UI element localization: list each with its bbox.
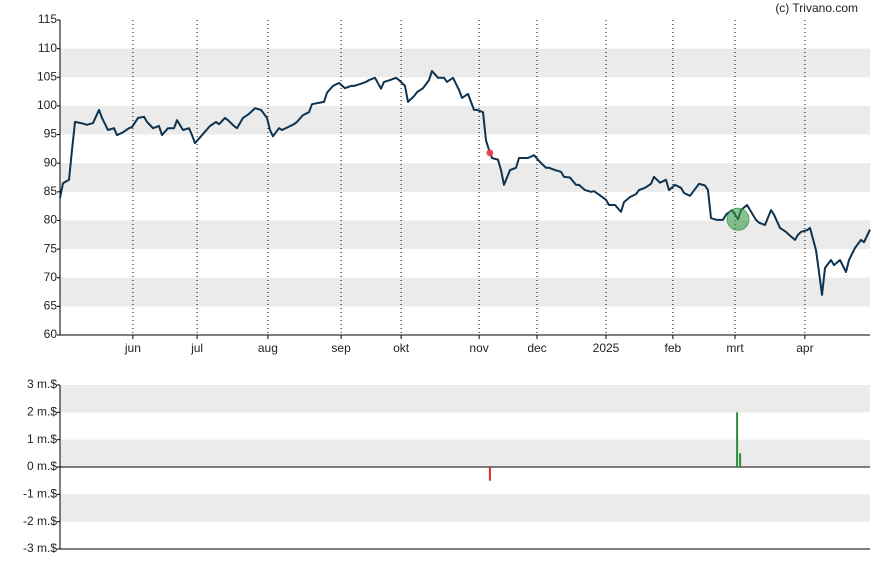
y-tick-label: 115 bbox=[38, 12, 57, 26]
event-marker bbox=[726, 207, 750, 231]
y-tick-label: -2 m.$ bbox=[23, 514, 57, 528]
y-tick-label: 65 bbox=[44, 299, 58, 313]
bar bbox=[488, 467, 491, 481]
y-tick-label: 85 bbox=[44, 184, 58, 198]
x-tick-label: nov bbox=[469, 341, 488, 355]
y-tick-label: 0 m.$ bbox=[27, 459, 57, 473]
y-tick-label: 70 bbox=[44, 270, 58, 284]
watermark: (c) Trivano.com bbox=[775, 1, 858, 15]
band bbox=[60, 494, 870, 522]
y-tick-label: 75 bbox=[44, 241, 58, 255]
x-tick-label: jun bbox=[124, 341, 141, 355]
y-tick-label: 100 bbox=[37, 98, 57, 112]
y-tick-label: 95 bbox=[44, 127, 58, 141]
y-tick-label: 80 bbox=[44, 213, 58, 227]
band bbox=[60, 105, 870, 135]
x-tick-label: sep bbox=[331, 341, 351, 355]
band bbox=[60, 220, 870, 250]
y-tick-label: 2 m.$ bbox=[27, 405, 57, 419]
band bbox=[60, 48, 870, 78]
y-tick-label: 1 m.$ bbox=[27, 432, 57, 446]
event-marker bbox=[486, 149, 494, 157]
band bbox=[60, 277, 870, 307]
y-tick-label: 90 bbox=[44, 155, 58, 169]
x-tick-label: apr bbox=[796, 341, 813, 355]
x-tick-label: dec bbox=[527, 341, 546, 355]
y-tick-label: 3 m.$ bbox=[27, 377, 57, 391]
x-tick-label: aug bbox=[258, 341, 278, 355]
y-tick-label: 105 bbox=[37, 69, 57, 83]
y-tick-label: -3 m.$ bbox=[23, 541, 57, 555]
band bbox=[60, 439, 870, 467]
y-tick-label: 60 bbox=[44, 327, 58, 341]
x-tick-label: jul bbox=[190, 341, 203, 355]
x-tick-label: feb bbox=[665, 341, 682, 355]
bar bbox=[736, 412, 739, 467]
band bbox=[60, 385, 870, 413]
x-tick-label: 2025 bbox=[593, 341, 620, 355]
x-tick-label: mrt bbox=[726, 341, 744, 355]
y-tick-label: -1 m.$ bbox=[23, 487, 57, 501]
band bbox=[60, 163, 870, 192]
y-tick-label: 110 bbox=[38, 41, 57, 55]
x-tick-label: okt bbox=[393, 341, 410, 355]
bar bbox=[739, 453, 742, 467]
